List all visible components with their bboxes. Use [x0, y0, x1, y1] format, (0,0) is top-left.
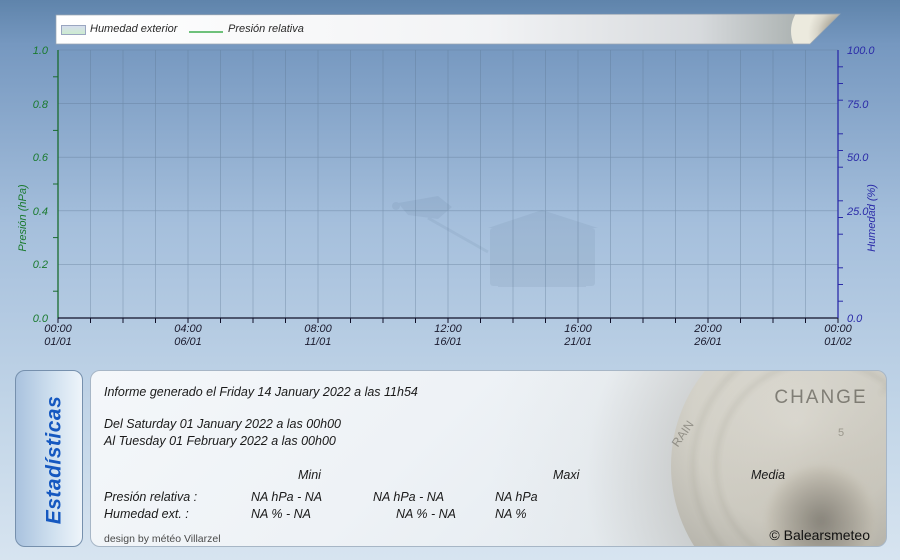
svg-text:21/01: 21/01	[563, 336, 592, 348]
svg-text:08:00: 08:00	[304, 323, 332, 335]
svg-text:00:00: 00:00	[824, 323, 852, 335]
svg-text:01/02: 01/02	[824, 336, 852, 348]
svg-text:50.0: 50.0	[847, 152, 869, 164]
svg-text:20:00: 20:00	[693, 323, 722, 335]
svg-text:01/01: 01/01	[44, 336, 72, 348]
svg-text:26/01: 26/01	[693, 336, 722, 348]
svg-text:16:00: 16:00	[564, 323, 592, 335]
svg-text:5: 5	[838, 427, 844, 439]
svg-text:CHANGE: CHANGE	[774, 387, 867, 408]
svg-text:12:00: 12:00	[434, 323, 462, 335]
svg-text:0.2: 0.2	[33, 259, 48, 271]
svg-text:0.6: 0.6	[33, 152, 49, 164]
svg-text:11/01: 11/01	[305, 336, 332, 348]
svg-text:04:00: 04:00	[174, 323, 202, 335]
svg-text:16/01: 16/01	[434, 336, 462, 348]
svg-text:0.4: 0.4	[33, 206, 48, 218]
svg-text:0.8: 0.8	[33, 99, 49, 111]
svg-text:75.0: 75.0	[847, 99, 869, 111]
svg-text:Humedad (%): Humedad (%)	[866, 184, 878, 252]
svg-text:Presión (hPa): Presión (hPa)	[17, 184, 29, 252]
svg-text:06/01: 06/01	[174, 336, 202, 348]
svg-text:00:00: 00:00	[44, 323, 72, 335]
